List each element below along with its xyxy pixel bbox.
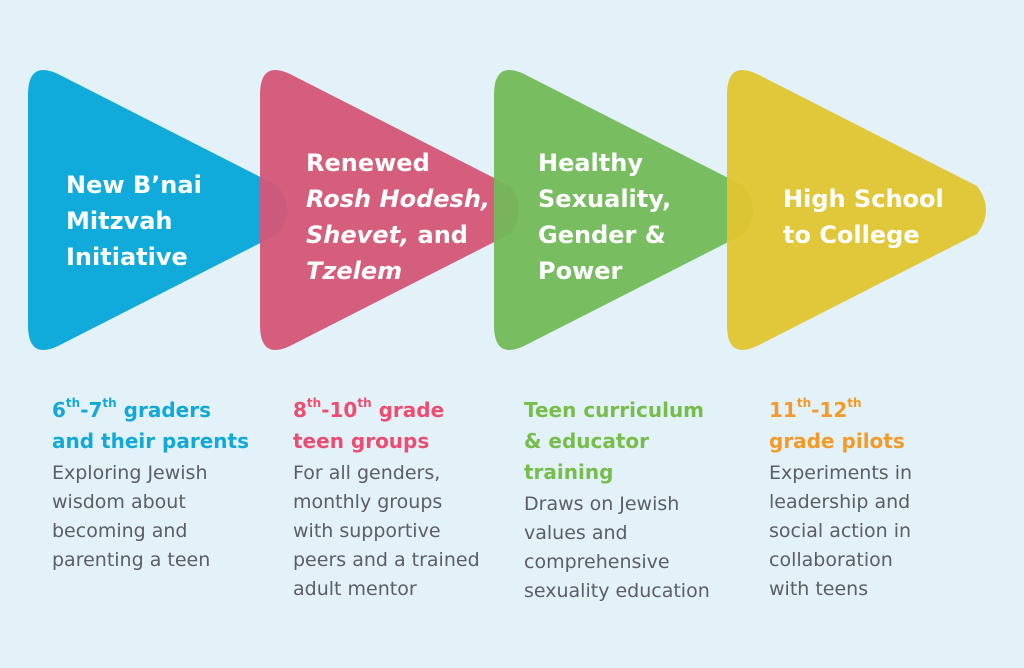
- ordinal-suffix: th: [102, 396, 117, 411]
- stage-3-label: Healthy Sexuality, Gender & Power: [538, 145, 671, 289]
- stage-4-label-line-1: High School: [783, 185, 944, 213]
- stage-1-description-line: becoming and: [52, 520, 188, 542]
- stage-1-description-line: Exploring Jewish: [52, 462, 208, 484]
- stage-2-label-line-4: Tzelem: [306, 253, 490, 289]
- stage-4-description-line: with teens: [769, 578, 869, 600]
- stage-2-grade-end: -10: [321, 398, 358, 422]
- stage-1-label: New B’nai Mitzvah Initiative: [66, 167, 202, 275]
- stage-3-audience-line: training: [524, 460, 614, 484]
- stage-4-arrow: [727, 70, 986, 350]
- stage-4-grade-end: -12: [811, 398, 848, 422]
- stage-2-label-line-2: Rosh Hodesh,: [306, 181, 490, 217]
- ordinal-suffix: th: [357, 396, 372, 411]
- stage-3-description-line: comprehensive: [524, 551, 670, 573]
- stage-3-label-line-4: Power: [538, 257, 623, 285]
- ordinal-suffix: th: [65, 396, 81, 411]
- stage-2-description-line: peers and a trained: [293, 549, 480, 571]
- stage-3-description-line: Draws on Jewish: [524, 493, 680, 515]
- ordinal-suffix: th: [306, 396, 322, 411]
- stage-2-audience-word: grade: [371, 398, 445, 422]
- stage-1-label-line-1: New B’nai: [66, 171, 202, 199]
- stage-2-audience-line-1: 8th-10th grade: [293, 395, 523, 426]
- stage-2-description-line: For all genders,: [293, 462, 441, 484]
- ordinal-suffix: th: [847, 396, 862, 411]
- stage-1-audience: 6th-7th graders and their parents: [52, 395, 282, 457]
- stage-4-audience-line-1: 11th-12th: [769, 395, 999, 426]
- stage-2-grade-start: 8: [293, 398, 307, 422]
- stage-3-audience-line: & educator: [524, 429, 650, 453]
- stage-3-audience: Teen curriculum & educator training: [524, 395, 754, 488]
- stage-1-label-line-3: Initiative: [66, 243, 188, 271]
- stage-3-description: Draws on Jewish values and comprehensive…: [524, 490, 754, 606]
- stage-2-label-line-3: Shevet, and: [306, 217, 490, 253]
- stage-1-details: 6th-7th graders and their parents Explor…: [52, 395, 282, 575]
- stage-2-details: 8th-10th grade teen groups For all gende…: [293, 395, 523, 604]
- stage-3-description-line: values and: [524, 522, 628, 544]
- and-text: and: [409, 221, 468, 249]
- stage-4-grade-start: 11: [769, 398, 797, 422]
- stage-3-details: Teen curriculum & educator training Draw…: [524, 395, 754, 606]
- rosh-hodesh-text: Rosh Hodesh,: [306, 185, 491, 213]
- stage-2-description-line: monthly groups: [293, 491, 443, 513]
- stage-4-audience: 11th-12th grade pilots: [769, 395, 999, 457]
- stage-4-description-line: social action in: [769, 520, 912, 542]
- stage-2-label: Renewed Rosh Hodesh, Shevet, and Tzelem: [306, 145, 490, 289]
- ordinal-suffix: th: [796, 396, 812, 411]
- stage-3-arrow: [494, 70, 753, 350]
- stage-2-audience-line-2: teen groups: [293, 429, 430, 453]
- stage-4-details: 11th-12th grade pilots Experiments in le…: [769, 395, 999, 604]
- stage-2-description: For all genders, monthly groups with sup…: [293, 459, 523, 604]
- stage-4-label-line-2: to College: [783, 221, 920, 249]
- stage-3-label-line-3: Gender &: [538, 221, 666, 249]
- stage-1-description: Exploring Jewish wisdom about becoming a…: [52, 459, 282, 575]
- tzelem-text: Tzelem: [306, 257, 403, 285]
- stage-2-arrow: [260, 70, 519, 350]
- stage-2-description-line: adult mentor: [293, 578, 417, 600]
- stage-4-description-line: leadership and: [769, 491, 911, 513]
- stage-2-description-line: with supportive: [293, 520, 441, 542]
- shevet-text: Shevet,: [306, 221, 410, 249]
- stage-1-description-line: wisdom about: [52, 491, 186, 513]
- stage-1-audience-line-1: 6th-7th graders: [52, 395, 282, 426]
- stage-2-audience: 8th-10th grade teen groups: [293, 395, 523, 457]
- stage-1-label-line-2: Mitzvah: [66, 207, 173, 235]
- stage-4-description-line: collaboration: [769, 549, 893, 571]
- stage-3-label-line-2: Sexuality,: [538, 185, 672, 213]
- stage-3-label-line-1: Healthy: [538, 149, 643, 177]
- stage-1-description-line: parenting a teen: [52, 549, 211, 571]
- stage-1-grade-end: -7: [80, 398, 103, 422]
- stage-1-grade-start: 6: [52, 398, 66, 422]
- stage-1-arrow: [28, 70, 287, 350]
- stage-4-audience-line-2: grade pilots: [769, 429, 905, 453]
- stage-4-description-line: Experiments in: [769, 462, 913, 484]
- stage-2-label-line-1: Renewed: [306, 149, 430, 177]
- stage-3-audience-line: Teen curriculum: [524, 398, 705, 422]
- stage-1-audience-word: graders: [116, 398, 211, 422]
- stage-1-audience-line-2: and their parents: [52, 429, 250, 453]
- stage-3-description-line: sexuality education: [524, 580, 710, 602]
- stage-4-description: Experiments in leadership and social act…: [769, 459, 999, 604]
- stage-4-label: High School to College: [783, 181, 944, 253]
